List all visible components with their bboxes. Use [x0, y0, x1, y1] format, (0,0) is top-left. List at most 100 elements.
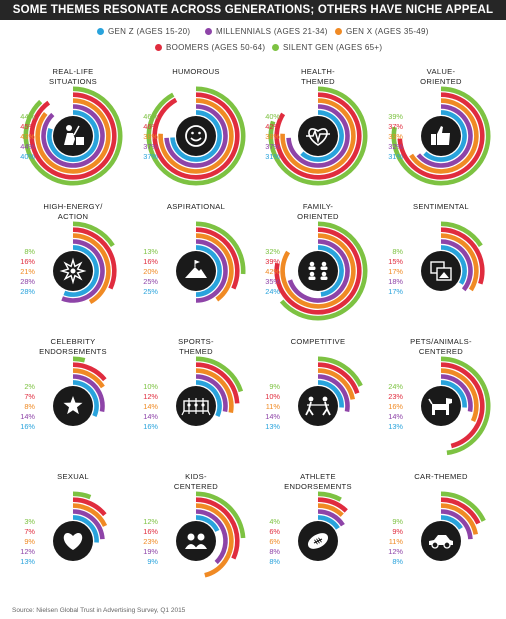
theme-title-line: CELEBRITY: [51, 337, 96, 346]
ring-bar-gen-z: [440, 245, 467, 285]
value-label-millennials: 14%: [143, 412, 158, 421]
theme-title-line: HIGH-ENERGY/: [43, 202, 103, 211]
theme-title-line: HEALTH-: [301, 67, 335, 76]
ring-bar-gen-x: [440, 503, 479, 535]
value-label-silent-gen: 13%: [143, 247, 158, 256]
value-label-millennials: 14%: [265, 412, 280, 421]
ring-bar-millennials: [286, 104, 350, 168]
kids-icon: [185, 533, 207, 549]
ring-bar-millennials: [195, 374, 228, 412]
ring-bar-boomers: [195, 362, 240, 404]
legend: GEN Z (AGES 15-20) MILLENNIALS (AGES 21-…: [0, 24, 506, 62]
theme-title-line: FAMILY-: [303, 202, 334, 211]
value-label-gen-z: 31%: [265, 152, 280, 161]
icon-disc: [298, 251, 338, 291]
value-label-gen-z: 9%: [147, 557, 158, 566]
ring-bar-millennials: [440, 374, 473, 412]
ring-bar-gen-x: [35, 98, 111, 174]
value-label-gen-x: 42%: [265, 267, 280, 276]
value-label-boomers: 16%: [20, 257, 35, 266]
value-label-millennials: 19%: [143, 547, 158, 556]
ring-bar-millennials: [61, 239, 105, 303]
ring-bar-silent-gen: [72, 356, 86, 363]
value-label-boomers: 16%: [143, 257, 158, 266]
ring-bar-boomers: [195, 227, 240, 290]
value-label-millennials: 28%: [20, 277, 35, 286]
ring-bar-gen-z: [63, 245, 99, 297]
ring-bar-gen-x: [280, 233, 356, 309]
ring-bar-boomers: [440, 362, 485, 449]
ring-bar-silent-gen: [279, 221, 368, 321]
value-label-millennials: 37%: [143, 142, 158, 151]
value-label-boomers: 39%: [265, 257, 280, 266]
value-label-silent-gen: 3%: [24, 517, 35, 526]
ring-bar-boomers: [72, 227, 117, 290]
theme-title-line: SEXUAL: [57, 472, 89, 481]
theme-sexual: SEXUAL 3%7%9%12%13%: [20, 472, 108, 566]
value-label-millennials: 18%: [388, 277, 403, 286]
icon-disc: [176, 116, 216, 156]
ring-bar-millennials: [72, 509, 105, 540]
value-label-gen-x: 17%: [388, 267, 403, 276]
ring-bar-silent-gen: [268, 86, 368, 186]
theme-kids-centered: KIDS-CENTERED 12%16%23%19%9%: [143, 472, 246, 578]
ring-bar-gen-x: [195, 368, 234, 414]
ring-bar-boomers: [317, 362, 360, 395]
value-label-millennials: 32%: [388, 142, 403, 151]
value-label-silent-gen: 24%: [388, 382, 403, 391]
value-label-millennials: 44%: [20, 142, 35, 151]
theme-title-line: ENDORSEMENTS: [39, 347, 107, 356]
ring-bar-millennials: [416, 104, 473, 168]
theme-title-line: REAL-LIFE: [52, 67, 93, 76]
ring-bar-boomers: [440, 497, 481, 525]
value-label-silent-gen: 46%: [143, 112, 158, 121]
value-label-silent-gen: 9%: [269, 382, 280, 391]
legend-label-silent-gen: SILENT GEN (AGES 65+): [283, 43, 383, 52]
ring-bar-millennials: [317, 374, 350, 412]
radial-charts-grid: REAL-LIFESITUATIONS44%45%43%44%40%HUMORO…: [20, 67, 491, 578]
theme-title-line: ORIENTED: [420, 77, 462, 86]
foosball-icon: [181, 398, 211, 416]
value-label-gen-z: 8%: [269, 557, 280, 566]
theme-title-line: ATHLETE: [300, 472, 336, 481]
value-label-gen-z: 40%: [20, 152, 35, 161]
car-icon: [429, 535, 453, 549]
ring-bar-gen-x: [72, 503, 108, 528]
ring-bar-gen-x: [440, 233, 479, 292]
value-label-gen-z: 24%: [265, 287, 280, 296]
value-label-boomers: 12%: [143, 392, 158, 401]
ring-bar-gen-z: [72, 380, 99, 418]
value-label-millennials: 14%: [388, 412, 403, 421]
value-label-silent-gen: 32%: [265, 247, 280, 256]
value-label-gen-z: 37%: [143, 152, 158, 161]
ring-bar-boomers: [195, 497, 240, 560]
value-label-boomers: 7%: [24, 527, 35, 536]
ring-bar-millennials: [287, 239, 350, 303]
theme-title-line: SPORTS-: [178, 337, 214, 346]
heartbeat-icon: [306, 128, 330, 146]
theme-title-line: ASPIRATIONAL: [167, 202, 225, 211]
legend-item-gen-z: GEN Z (AGES 15-20): [97, 26, 190, 38]
ring-bar-millennials: [72, 374, 105, 412]
photos-icon: [430, 261, 452, 281]
value-label-gen-x: 9%: [24, 537, 35, 546]
ring-bar-boomers: [274, 227, 362, 315]
value-label-gen-z: 28%: [20, 287, 35, 296]
ring-bar-millennials: [440, 239, 473, 292]
theme-value-oriented: VALUE-ORIENTED 39%37%33%32%31%: [388, 67, 491, 186]
ring-bar-gen-z: [317, 515, 340, 530]
ring-bar-gen-x: [440, 368, 479, 423]
theme-title-line: CENTERED: [174, 482, 218, 491]
value-label-gen-x: 33%: [388, 132, 403, 141]
ring-bar-silent-gen: [391, 86, 491, 186]
ring-bar-gen-x: [317, 368, 356, 400]
star-icon: [63, 396, 83, 415]
ring-bar-gen-z: [72, 515, 99, 543]
ring-bar-millennials: [317, 509, 345, 527]
ring-bar-gen-x: [195, 233, 234, 302]
ring-bar-gen-z: [440, 515, 463, 530]
value-label-gen-z: 16%: [20, 422, 35, 431]
